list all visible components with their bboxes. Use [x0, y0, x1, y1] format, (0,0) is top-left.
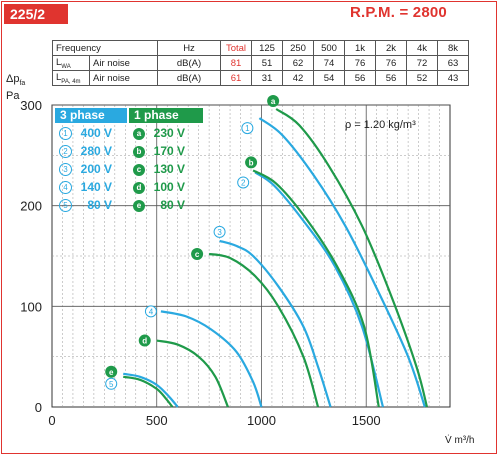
curve-3: [219, 239, 332, 408]
curve-5: [123, 372, 179, 408]
marker-circle: [213, 225, 226, 238]
y-tick-label: 100: [20, 299, 42, 314]
curve-marker-4: 4: [144, 305, 157, 318]
lpa-8k: 43: [437, 70, 469, 86]
curve-marker-3: 3: [213, 225, 226, 238]
curve-d: [156, 339, 229, 408]
marker-label: 2: [241, 178, 246, 187]
density-note: ρ = 1.20 kg/m³: [345, 119, 416, 131]
legend-3phase-title: 3 phase: [55, 108, 127, 123]
model-badge: 225/2: [4, 4, 68, 24]
legend-marker-c: c: [133, 164, 145, 176]
grid-lines: [52, 104, 450, 407]
noise-header-row: Frequency Hz Total 125 250 500 1k 2k 4k …: [52, 40, 469, 56]
legend-marker-d: d: [133, 182, 145, 194]
legend-marker-3: 3: [59, 163, 72, 176]
curve-marker-e: e: [105, 365, 118, 378]
curve-a: [275, 108, 429, 408]
y-tick-label: 300: [20, 98, 42, 113]
marker-circle: [105, 377, 118, 390]
legend-item-c: c 130 V: [133, 162, 185, 179]
noise-table: Frequency Hz Total 125 250 500 1k 2k 4k …: [52, 40, 469, 86]
legend-item-4: 4 140 V: [59, 180, 112, 197]
legend-item-1: 1 400 V: [59, 126, 112, 143]
legend-label: 230 V: [153, 126, 185, 140]
x-tick-label: 500: [146, 413, 168, 428]
lpa-250: 42: [282, 70, 314, 86]
curve-marker-2: 2: [237, 176, 250, 189]
curve-marker-d: d: [138, 334, 151, 347]
legend-label: 280 V: [80, 144, 112, 158]
curve-marker-1: 1: [241, 122, 254, 135]
legend-label: 80 V: [160, 198, 185, 212]
y-tick-label: 0: [35, 400, 42, 415]
marker-circle: [144, 305, 157, 318]
axis-ticks: 0 500 1000 1500 0 100 200 300: [20, 98, 380, 428]
legend-marker-5: 5: [59, 199, 72, 212]
x-tick-label: 1000: [247, 413, 276, 428]
lwa-8k: 63: [437, 55, 469, 71]
lpa-1k: 56: [344, 70, 376, 86]
legend-label: 200 V: [80, 162, 112, 176]
legend-label: 170 V: [153, 144, 185, 158]
noise-row-lwa: LWA Air noise dB(A) 81 51 62 74 76 76 72…: [52, 55, 469, 71]
legend-label: 80 V: [87, 198, 112, 212]
marker-label: 4: [149, 307, 154, 316]
marker-circle: [241, 122, 254, 135]
marker-circle: [245, 156, 258, 169]
legend-item-5: 5 80 V: [59, 198, 112, 215]
y-tick-label: 200: [20, 199, 42, 214]
marker-label: e: [109, 368, 114, 377]
curve-b: [252, 169, 380, 408]
legend-1phase-title: 1 phase: [129, 108, 203, 123]
legend-marker-e: e: [133, 200, 145, 212]
legend-marker-4: 4: [59, 181, 72, 194]
x-tick-label: 1500: [352, 413, 381, 428]
curve-4: [160, 310, 263, 408]
legend-label: 130 V: [153, 162, 185, 176]
noise-row-lpa: LPA, 4m Air noise dB(A) 61 31 42 54 56 5…: [52, 70, 469, 86]
marker-circle: [105, 365, 118, 378]
marker-circle: [138, 334, 151, 347]
legend-item-a: a 230 V: [133, 126, 185, 143]
curves: [123, 108, 429, 408]
marker-label: 1: [245, 124, 250, 133]
marker-label: d: [142, 337, 147, 346]
y-axis-label: Δpfa Pa: [6, 73, 26, 103]
marker-label: 3: [217, 228, 222, 237]
legend-marker-2: 2: [59, 145, 72, 158]
marker-label: 5: [109, 380, 114, 389]
legend-item-e: e 80 V: [133, 198, 185, 215]
marker-label: a: [271, 97, 276, 106]
marker-circle: [191, 247, 204, 260]
x-tick-label: 0: [48, 413, 55, 428]
legend-marker-1: 1: [59, 127, 72, 140]
curve-1: [258, 117, 426, 408]
x-axis-label: V̇ m³/h: [445, 433, 474, 446]
legend-item-b: b 170 V: [133, 144, 185, 161]
marker-label: c: [195, 250, 200, 259]
marker-label: b: [249, 158, 254, 167]
curve-marker-b: b: [245, 156, 258, 169]
plot-area: [51, 104, 451, 408]
curve-e: [123, 375, 174, 408]
legend-item-d: d 100 V: [133, 180, 185, 197]
legend-label: 400 V: [80, 126, 112, 140]
rpm-label: R.P.M. = 2800: [350, 4, 447, 21]
curve-marker-c: c: [191, 247, 204, 260]
legend-label: 100 V: [153, 180, 185, 194]
curve-marker-a: a: [267, 95, 280, 108]
legend-item-2: 2 280 V: [59, 144, 112, 161]
legend-marker-a: a: [133, 128, 145, 140]
curve-marker-5: 5: [105, 377, 118, 390]
curve-c: [208, 252, 320, 408]
legend-marker-b: b: [133, 146, 145, 158]
legend-label: 140 V: [80, 180, 112, 194]
marker-circle: [267, 95, 280, 108]
marker-circle: [237, 176, 250, 189]
legend-item-3: 3 200 V: [59, 162, 112, 179]
